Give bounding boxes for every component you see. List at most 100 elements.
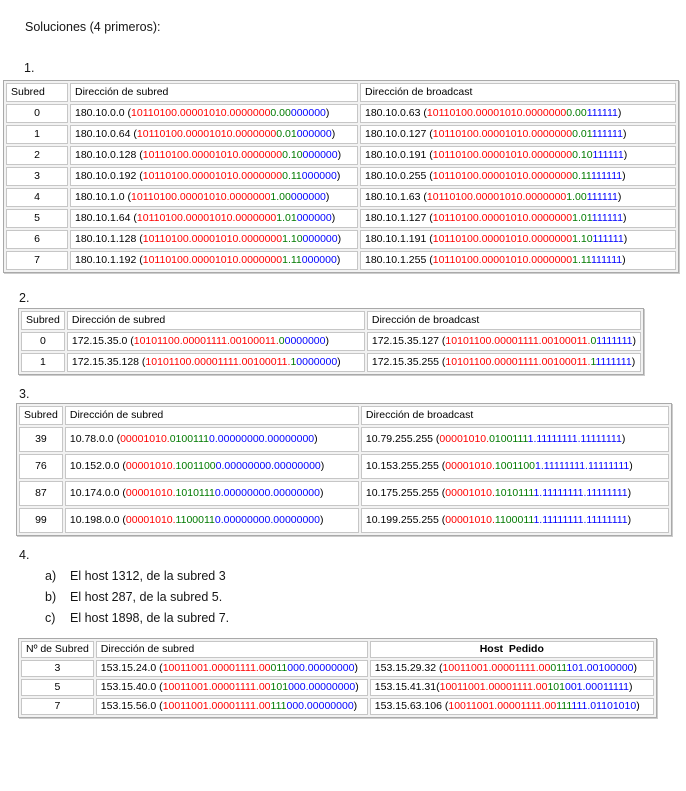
broadcast-address-cell: 180.10.1.127 (10110100.00001010.00000001… (360, 209, 676, 228)
ip-decimal: 180.10.1.64 ( (75, 212, 137, 224)
answer-letter: a) (45, 569, 57, 583)
subnet-address-cell: 153.15.40.0 (10011001.00001111.00101000.… (95, 679, 368, 696)
network-bits: 00001010. (120, 433, 170, 445)
broadcast-address-cell: 180.10.1.255 (10110100.00001010.00000001… (360, 251, 676, 270)
host-bits: 1.11111111.11111111 (533, 514, 628, 526)
network-bits: 00001010. (445, 514, 495, 526)
table-row: 3 153.15.24.0 (10011001.00001111.00011000… (21, 660, 654, 677)
subnet-bits: 1010111 (175, 487, 215, 499)
subnet-bits: 0.10 (572, 149, 593, 161)
close-paren: ) (627, 487, 632, 499)
subnet-bits: 011 (270, 662, 288, 674)
ip-decimal: 153.15.63.106 ( (374, 700, 449, 712)
network-bits: 10101100.00001111.00100011. (145, 356, 291, 368)
host-bits: 1.11111111.11111111 (533, 487, 628, 499)
table-row: 6 180.10.1.128 (10110100.00001010.0000000… (6, 230, 676, 249)
close-paren: ) (622, 254, 626, 266)
subnet-number-cell: 39 (19, 427, 63, 452)
subnet-address-cell: 153.15.24.0 (10011001.00001111.00011000.… (95, 660, 368, 677)
close-paren: ) (325, 191, 330, 203)
subnet-number-cell: 0 (21, 332, 65, 351)
close-paren: ) (325, 107, 330, 119)
ip-decimal: 10.174.0.0 ( (69, 487, 126, 499)
subnet-address-cell: 172.15.35.128 (10101100.00001111.0010001… (66, 353, 365, 372)
answer-item-b: b) El host 287, de la subred 5. (45, 587, 229, 608)
host-bits: 0000000 (296, 356, 338, 368)
network-bits: 10110100.00001010.0000000 (432, 212, 573, 224)
subnet-number-cell: 4 (6, 188, 68, 207)
close-paren: ) (320, 460, 325, 472)
table-row: 0 180.10.0.0 (10110100.00001010.00000000.… (6, 104, 676, 123)
ip-decimal: 180.10.0.192 ( (75, 170, 143, 182)
host-bits: 111.01101010 (571, 700, 637, 712)
subnet-number-cell: 6 (6, 230, 68, 249)
close-paren: ) (331, 128, 336, 140)
host-bits: 111111 (591, 254, 623, 266)
broadcast-address-cell: 10.199.255.255 (00001010.11000111.111111… (360, 508, 669, 533)
answer-text: El host 1898, de la subred 7. (70, 611, 230, 625)
network-bits: 10011001.00001111.00 (439, 681, 548, 693)
network-bits: 10110100.00001010.0000000 (426, 191, 567, 203)
answer-text: El host 287, de la subred 5. (70, 590, 223, 604)
subnet-number-cell: 5 (21, 679, 94, 696)
ip-decimal: 180.10.1.192 ( (75, 254, 143, 266)
close-paren: ) (337, 356, 341, 368)
column-header: Subred (19, 406, 63, 425)
close-paren: ) (633, 662, 638, 674)
subnet-address-cell: 180.10.0.0 (10110100.00001010.00000000.0… (70, 104, 358, 123)
subnet-number-cell: 3 (6, 167, 68, 186)
table-row: 3 180.10.0.192 (10110100.00001010.0000000… (6, 167, 676, 186)
network-bits: 00001010. (445, 460, 495, 472)
subnet-address-cell: 10.152.0.0 (00001010.10011000.00000000.0… (64, 454, 359, 479)
table-2-subnets: Subred Dirección de subred Dirección de br… (18, 308, 644, 375)
table-row: 4 180.10.1.0 ( 10110100.00001010.0000000 1.… (6, 188, 676, 207)
subnet-number-cell: 0 (6, 104, 68, 123)
close-paren: ) (617, 107, 622, 119)
subnet-bits: 1001100 (175, 460, 216, 472)
subnet-bits: 111 (270, 700, 287, 712)
ip-decimal: 180.10.0.128 ( (75, 149, 143, 161)
network-bits: 10101100.00001111.00100011. (445, 356, 591, 368)
network-bits: 00001010. (125, 460, 176, 472)
ip-decimal: 153.15.29.32 ( (374, 662, 443, 674)
subnet-bits: 1100011 (175, 514, 215, 526)
network-bits: 10110100.00001010.0000000 (432, 254, 573, 266)
host-bits: 111111 (592, 233, 624, 245)
close-paren: ) (629, 460, 633, 472)
ip-decimal: 180.10.1.0 ( (75, 191, 132, 203)
network-bits: 10110100.00001010.0000000 (432, 128, 573, 140)
host-bits: 000000 (302, 233, 338, 245)
subnet-bits: 1.00 (270, 191, 291, 203)
subnet-address-cell: 180.10.1.128 (10110100.00001010.00000001… (70, 230, 358, 249)
close-paren: ) (336, 254, 341, 266)
host-address-cell: 153.15.29.32 (10011001.00001111.00011101… (369, 660, 654, 677)
subnet-bits: 1.10 (282, 233, 303, 245)
broadcast-address-cell: 180.10.1.191 (10110100.00001010.00000001… (360, 230, 676, 249)
column-header: Nº de Subred (21, 641, 94, 658)
subnet-number-cell: 87 (19, 481, 63, 506)
close-paren: ) (622, 128, 627, 140)
network-bits: 10011001.00001111.00 (162, 681, 271, 693)
ip-decimal: 180.10.0.191 ( (365, 149, 433, 161)
host-bits: 1111111 (596, 335, 633, 347)
subnet-bits: 011 (550, 662, 567, 674)
subnet-bits: 1.10 (572, 233, 593, 245)
subnet-number-cell: 1 (6, 125, 68, 144)
broadcast-address-cell: 180.10.0.127 (10110100.00001010.00000000… (360, 125, 676, 144)
table-row: 7 153.15.56.0 (10011001.00001111.00111000… (21, 698, 654, 715)
close-paren: ) (331, 212, 336, 224)
subnet-number-cell: 7 (6, 251, 68, 270)
host-address-cell: 153.15.63.106 (10011001.00001111.0011111… (369, 698, 654, 715)
network-bits: 10110100.00001010.0000000 (136, 128, 277, 140)
host-bits: 0.00000000.00000000 (214, 487, 320, 499)
table-row: 76 10.152.0.0 (00001010.10011000.00000000… (19, 454, 669, 479)
subnet-address-cell: 180.10.1.64 (10110100.00001010.00000001.… (70, 209, 358, 228)
host-bits: 000.00000000 (286, 700, 354, 712)
ip-decimal: 10.79.255.255 ( (365, 433, 440, 445)
network-bits: 10110100.00001010.0000000 (426, 107, 567, 119)
column-header: Subred (21, 311, 65, 330)
ip-decimal: 10.78.0.0 ( (69, 433, 121, 445)
network-bits: 10110100.00001010.0000000 (142, 233, 283, 245)
table-row: 5 153.15.40.0 (10011001.00001111.00101000… (21, 679, 654, 696)
